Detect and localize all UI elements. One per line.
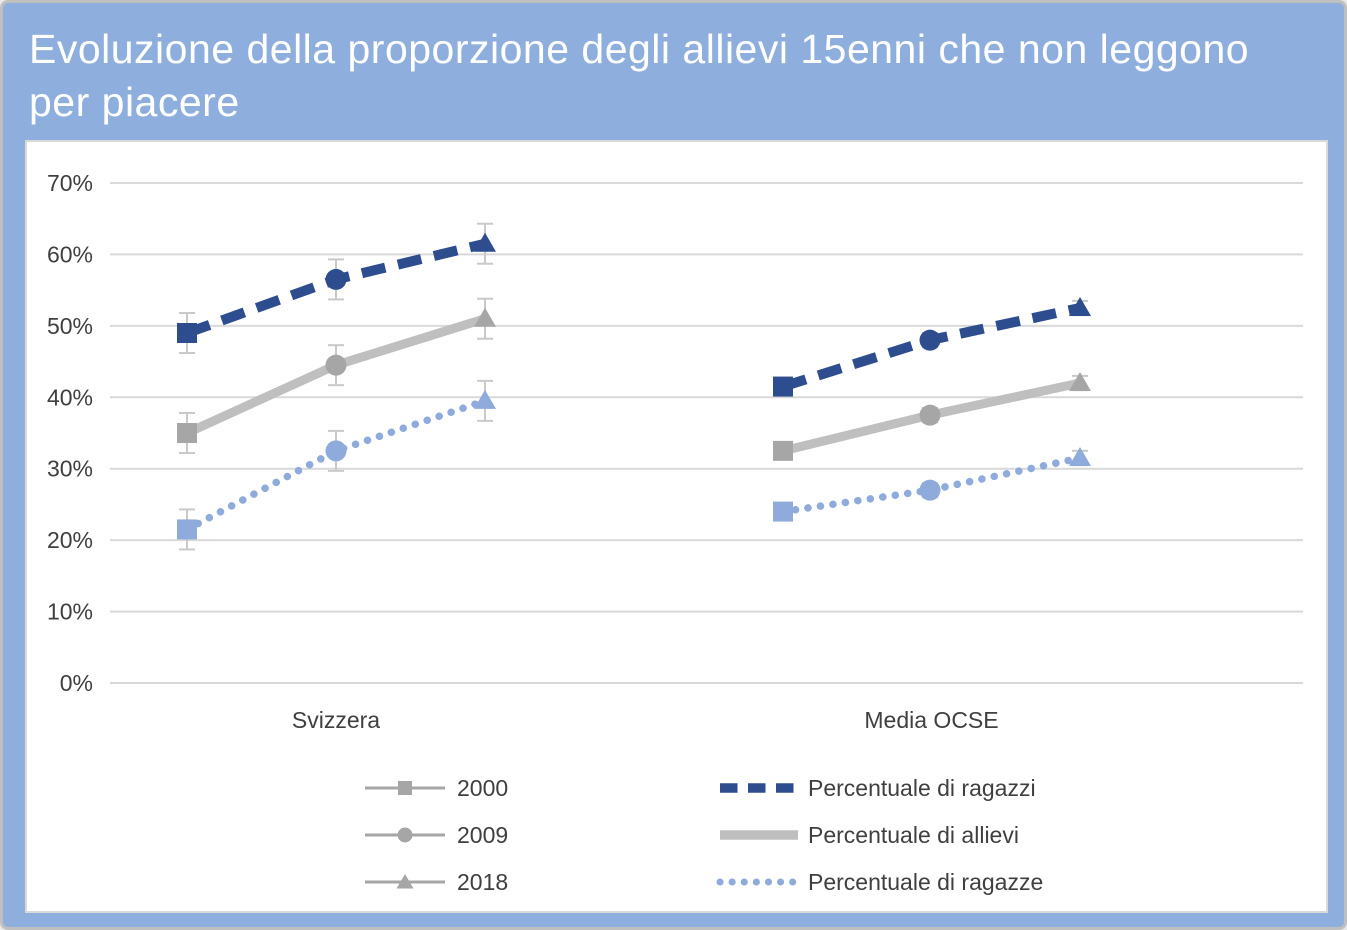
y-axis-tick-label: 60%: [47, 241, 93, 267]
y-axis-tick-label: 40%: [47, 384, 93, 410]
legend-year-marker-triangle: [396, 874, 414, 889]
legend-series-label: Percentuale di ragazzi: [808, 775, 1036, 801]
line-chart: 70% 60% 50% 40% 30% 20% 10% 0% Svizzera Media OCS…: [47, 170, 1303, 895]
legend-year-label: 2018: [457, 869, 508, 895]
data-point-marker-triangle: [474, 232, 496, 252]
y-axis-tick-label: 30%: [47, 456, 93, 482]
legend-year-marker-circle: [397, 827, 413, 843]
data-point-marker-square: [773, 440, 793, 461]
data-point-marker-circle: [919, 329, 941, 351]
data-point-marker-triangle: [1069, 297, 1091, 317]
chart-title-banner: Evoluzione della proporzione degli allie…: [3, 3, 1344, 140]
data-point-marker-triangle: [1069, 447, 1091, 467]
data-point-marker-square: [177, 423, 197, 444]
data-point-marker-circle: [919, 479, 941, 501]
y-axis-tick-label: 70%: [47, 170, 93, 196]
data-point-marker-circle: [325, 440, 347, 462]
y-axis-tick-label: 20%: [47, 527, 93, 553]
y-axis-tick-label: 0%: [60, 670, 93, 696]
chart-title: Evoluzione della proporzione degli allie…: [29, 26, 1250, 126]
y-axis-tick-label: 50%: [47, 313, 93, 339]
data-point-marker-circle: [325, 268, 347, 290]
chart-panel: 70% 60% 50% 40% 30% 20% 10% 0% Svizzera Media OCS…: [25, 140, 1328, 913]
data-point-marker-triangle: [474, 307, 496, 327]
data-point-marker-square: [177, 519, 197, 540]
data-point-marker-circle: [325, 354, 347, 376]
data-point-marker-square: [773, 376, 793, 397]
category-label-svizzera: Svizzera: [292, 707, 380, 733]
legend-year-label: 2009: [457, 822, 508, 848]
category-label-media-ocse: Media OCSE: [864, 707, 998, 733]
data-point-marker-triangle: [474, 389, 496, 409]
data-point-marker-square: [773, 501, 793, 522]
data-point-marker-square: [177, 323, 197, 344]
y-axis-tick-label: 10%: [47, 599, 93, 625]
data-point-marker-circle: [919, 404, 941, 426]
data-point-marker-triangle: [1069, 372, 1091, 392]
legend-year-label: 2000: [457, 775, 508, 801]
legend-series-label: Percentuale di ragazze: [808, 869, 1043, 895]
legend-series-label: Percentuale di allievi: [808, 822, 1019, 848]
legend-year-marker-square: [398, 781, 412, 795]
